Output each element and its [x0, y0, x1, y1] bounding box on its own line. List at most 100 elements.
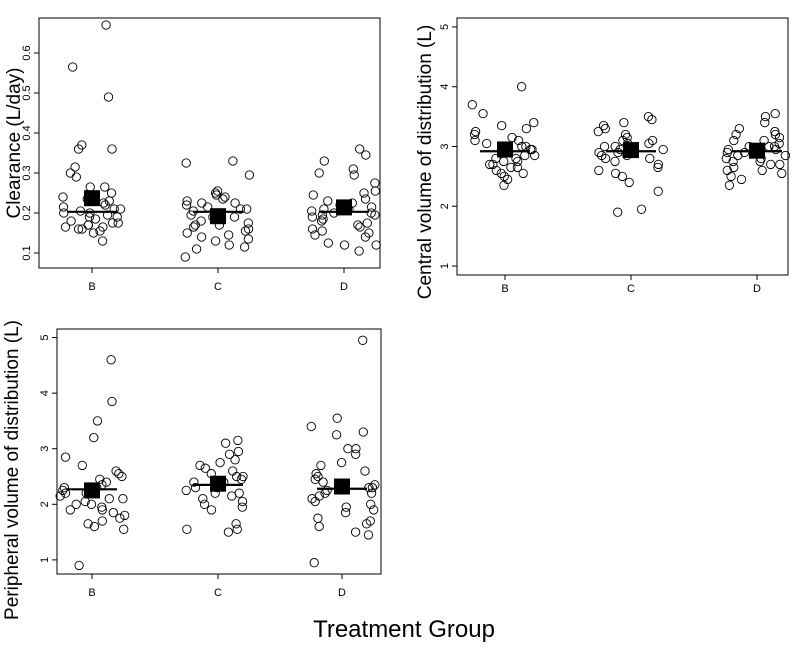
clearance-panel: Clearance (L/day) 0.1 0.2 0.3 0.4 0.5 0.6 B C D [4, 17, 381, 293]
clearance-point-d [371, 240, 381, 250]
clearance-point-b [85, 208, 95, 218]
central-volume-marks: 1 2 3 4 5 B C D [439, 24, 791, 295]
clearance-y-tick-label: 0.5 [21, 85, 33, 100]
central-volume-point-c [618, 135, 628, 146]
peripheral-volume-point-b [115, 513, 125, 523]
central-volume-y-tick-label: 1 [439, 263, 451, 269]
central-volume-point-d [780, 150, 791, 161]
central-volume-point-b [488, 159, 498, 170]
clearance-point-d [359, 188, 369, 198]
clearance-point-d [319, 156, 329, 166]
clearance-point-b [73, 144, 84, 154]
peripheral-volume-mean-marker-b [84, 482, 100, 499]
central-volume-point-b [485, 159, 495, 170]
central-volume-point-d [771, 144, 781, 155]
peripheral-volume-point-b [71, 499, 81, 509]
clearance-point-c [190, 220, 200, 230]
central-volume-x-tick-label-c: C [627, 283, 635, 295]
peripheral-volume-point-c [189, 477, 199, 487]
clearance-y-tick-label: 0.1 [21, 245, 33, 260]
clearance-point-b [107, 218, 118, 228]
peripheral-volume-point-c [237, 502, 247, 512]
peripheral-volume-point-d [316, 460, 326, 471]
clearance-mean-marker-c [210, 208, 226, 225]
central-volume-point-d [722, 147, 733, 158]
central-volume-point-d [726, 171, 736, 182]
peripheral-volume-point-b [74, 560, 84, 571]
peripheral-volume-point-b [118, 494, 128, 504]
clearance-point-c [196, 232, 207, 242]
peripheral-volume-point-d [358, 335, 368, 345]
central-volume-point-c [645, 153, 655, 164]
peripheral-volume-point-c [231, 471, 242, 482]
clearance-point-d [316, 216, 327, 226]
peripheral-volume-y-tick-label: 2 [39, 501, 51, 507]
central-volume-point-b [513, 135, 524, 146]
central-volume-point-c [613, 207, 623, 217]
central-volume-point-b [520, 150, 530, 161]
central-volume-point-c [653, 159, 664, 170]
clearance-point-d [360, 232, 371, 242]
central-volume-point-c [600, 153, 611, 164]
central-volume-x-tick-label-b: B [501, 283, 508, 295]
clearance-point-d [308, 190, 318, 200]
peripheral-volume-point-d [311, 469, 321, 479]
peripheral-volume-point-d [331, 430, 342, 440]
central-volume-point-d [722, 165, 732, 176]
peripheral-volume-y-tick-label: 1 [39, 557, 51, 563]
clearance-point-d [366, 202, 377, 212]
peripheral-volume-point-c [223, 527, 234, 537]
peripheral-volume-point-d [360, 466, 370, 476]
clearance-point-b [107, 144, 117, 154]
central-volume-point-b [499, 156, 509, 167]
clearance-point-c [243, 234, 254, 244]
clearance-point-b [70, 162, 80, 172]
central-volume-point-b [516, 82, 527, 92]
central-volume-point-d [731, 129, 741, 140]
peripheral-volume-point-b [97, 516, 107, 526]
peripheral-volume-y-tick-label: 4 [39, 390, 51, 396]
peripheral-volume-point-c [182, 524, 192, 534]
peripheral-volume-point-d [364, 482, 374, 493]
peripheral-volume-point-c [228, 466, 238, 476]
peripheral-volume-point-b [106, 355, 116, 365]
central-volume-point-c [653, 162, 663, 173]
clearance-point-d [348, 164, 358, 174]
central-volume-point-d [774, 132, 785, 143]
central-volume-point-d [729, 135, 739, 146]
clearance-point-b [113, 218, 123, 228]
clearance-point-d [323, 238, 333, 248]
central-volume-x-tick-label-d: D [753, 283, 761, 295]
clearance-point-b [101, 20, 111, 30]
peripheral-volume-point-c [233, 446, 244, 457]
central-volume-point-c [594, 147, 604, 158]
peripheral-volume-point-c [181, 485, 191, 496]
central-volume-point-c [620, 129, 631, 140]
central-volume-y-axis-title: Central volume of distribution (L) [415, 25, 436, 300]
peripheral-volume-point-d [314, 521, 324, 532]
clearance-point-c [239, 242, 250, 252]
peripheral-volume-point-b [107, 396, 117, 407]
peripheral-volume-point-b [119, 524, 129, 534]
clearance-point-b [97, 236, 108, 246]
peripheral-volume-point-d [340, 507, 351, 518]
clearance-point-c [212, 186, 223, 196]
clearance-point-c [242, 204, 252, 214]
peripheral-volume-point-d [351, 449, 361, 459]
peripheral-volume-y-tick-label: 3 [39, 446, 51, 452]
clearance-point-b [85, 182, 95, 192]
peripheral-volume-point-d [343, 444, 353, 454]
central-volume-point-c [658, 144, 668, 155]
central-volume-y-tick-label: 3 [439, 143, 451, 149]
central-volume-point-b [530, 150, 540, 161]
central-volume-point-c [636, 204, 647, 214]
peripheral-volume-mean-marker-d [334, 478, 350, 495]
clearance-point-c [224, 230, 234, 240]
peripheral-volume-point-c [233, 435, 243, 446]
clearance-point-d [318, 214, 328, 224]
peripheral-volume-point-d [370, 480, 380, 490]
clearance-point-b [58, 192, 68, 202]
central-volume-point-b [511, 153, 521, 164]
central-volume-point-d [721, 153, 731, 164]
